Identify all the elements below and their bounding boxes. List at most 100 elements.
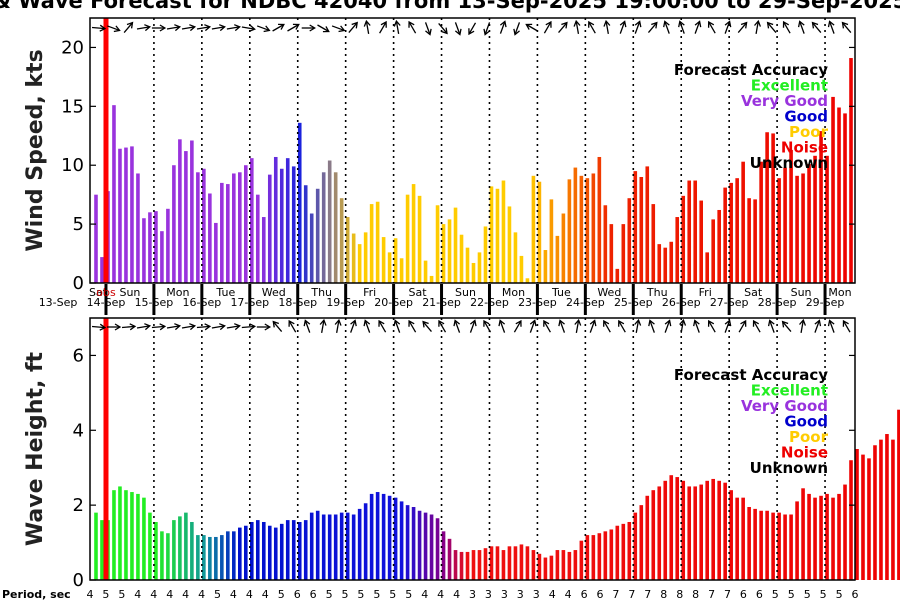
bar bbox=[603, 205, 608, 283]
arrow-shaft bbox=[321, 320, 325, 334]
bar bbox=[393, 238, 398, 283]
bar bbox=[639, 505, 644, 580]
arrow-shaft bbox=[800, 320, 804, 334]
bar bbox=[687, 180, 692, 283]
arrow-head bbox=[841, 21, 849, 29]
bar bbox=[849, 58, 853, 283]
bar bbox=[309, 512, 314, 580]
direction-arrow bbox=[619, 20, 627, 34]
bar bbox=[190, 521, 194, 580]
bar bbox=[291, 166, 296, 283]
period-value: 3 bbox=[501, 588, 508, 600]
arrow-shaft bbox=[241, 325, 254, 329]
arrow-head bbox=[724, 20, 732, 28]
period-value: 7 bbox=[724, 588, 731, 600]
period-value: 6 bbox=[597, 588, 604, 600]
arrow-head bbox=[204, 323, 212, 331]
arrow-head bbox=[272, 320, 280, 328]
bar bbox=[771, 512, 775, 580]
bar bbox=[267, 525, 272, 580]
date-label: 23-Sep bbox=[518, 296, 557, 309]
date-label: 22-Sep bbox=[470, 296, 509, 309]
direction-arrow bbox=[408, 319, 417, 333]
arrow-head bbox=[545, 20, 552, 28]
arrow-head bbox=[351, 21, 359, 29]
arrow-head bbox=[827, 20, 835, 28]
bar bbox=[519, 544, 524, 580]
bar bbox=[771, 133, 775, 283]
bar bbox=[537, 181, 542, 283]
arrow-shaft bbox=[664, 22, 670, 34]
bar bbox=[501, 550, 506, 580]
date-label: 24-Sep bbox=[566, 296, 605, 309]
direction-arrow bbox=[151, 24, 167, 32]
direction-arrow bbox=[454, 22, 462, 36]
arrow-head bbox=[99, 323, 107, 331]
direction-arrow bbox=[241, 24, 256, 32]
arrow-shaft bbox=[558, 22, 567, 34]
arrow-head bbox=[694, 20, 702, 28]
arrow-shaft bbox=[196, 26, 209, 30]
period-value: 5 bbox=[357, 588, 364, 600]
bar bbox=[435, 518, 440, 580]
legend-entry: Noise bbox=[781, 444, 828, 462]
bar bbox=[873, 445, 877, 580]
arrow-shaft bbox=[256, 25, 269, 31]
direction-arrow bbox=[211, 323, 226, 331]
bar bbox=[417, 510, 422, 580]
bar bbox=[220, 182, 224, 283]
arrow-head bbox=[754, 19, 762, 27]
bar bbox=[567, 179, 572, 283]
bar bbox=[303, 520, 308, 580]
arrow-shaft bbox=[151, 325, 164, 329]
bar bbox=[729, 182, 733, 283]
period-label: Period, sec bbox=[2, 588, 71, 600]
arrow-head bbox=[189, 24, 197, 32]
bar bbox=[495, 546, 500, 580]
bar bbox=[573, 167, 578, 283]
bar bbox=[339, 512, 344, 580]
bar bbox=[669, 241, 674, 283]
bar bbox=[705, 252, 709, 283]
bar bbox=[603, 531, 608, 580]
bar bbox=[112, 490, 116, 580]
bar bbox=[154, 211, 158, 283]
day-of-week-label: Wed bbox=[262, 286, 286, 299]
bar bbox=[357, 244, 362, 283]
bar bbox=[741, 497, 745, 580]
y-tick-label: 5 bbox=[73, 214, 84, 235]
date-label: 25-Sep bbox=[614, 296, 653, 309]
direction-arrow bbox=[841, 21, 852, 34]
direction-arrow bbox=[814, 319, 822, 333]
direction-arrow bbox=[107, 323, 122, 331]
bar bbox=[759, 510, 763, 580]
bar bbox=[453, 550, 458, 580]
arrow-shaft bbox=[166, 325, 179, 329]
direction-arrow bbox=[573, 19, 581, 35]
bar bbox=[855, 449, 859, 580]
arrow-shaft bbox=[499, 22, 506, 34]
arrow-shaft bbox=[575, 320, 580, 334]
bar bbox=[309, 213, 314, 283]
arrow-head bbox=[740, 319, 747, 327]
bar bbox=[885, 434, 889, 580]
arrow-head bbox=[468, 28, 475, 36]
direction-arrow bbox=[558, 21, 568, 34]
direction-arrow bbox=[513, 319, 522, 333]
direction-arrow bbox=[782, 20, 791, 34]
arrow-shaft bbox=[348, 22, 358, 34]
bar bbox=[879, 439, 883, 580]
direction-arrow bbox=[107, 25, 121, 33]
direction-arrow bbox=[350, 319, 357, 333]
plot-area bbox=[90, 318, 855, 580]
direction-arrow bbox=[393, 319, 401, 333]
arrow-shaft bbox=[769, 321, 775, 333]
period-value: 5 bbox=[389, 588, 396, 600]
bar bbox=[178, 139, 182, 283]
day-of-week-label: Sun bbox=[455, 286, 476, 299]
arrow-shaft bbox=[454, 22, 461, 34]
arrow-head bbox=[693, 319, 700, 327]
period-value: 4 bbox=[453, 588, 460, 600]
bar bbox=[345, 217, 350, 283]
arrow-head bbox=[603, 19, 611, 27]
